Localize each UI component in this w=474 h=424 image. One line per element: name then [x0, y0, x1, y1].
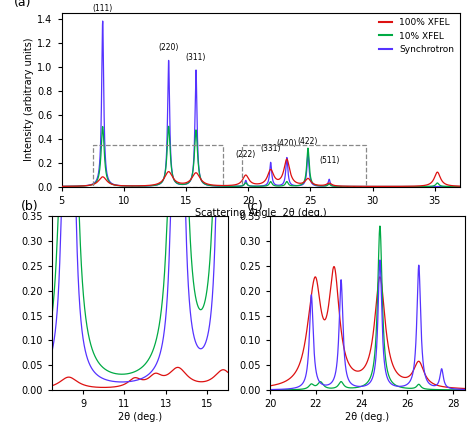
Text: (222): (222) [236, 150, 256, 159]
Y-axis label: Intensity (arbitrary units): Intensity (arbitrary units) [25, 38, 35, 162]
Text: (b): (b) [20, 200, 38, 213]
Text: (331): (331) [260, 144, 281, 153]
Bar [93, 145, 223, 187]
X-axis label: 2θ (deg.): 2θ (deg.) [345, 412, 390, 422]
Text: (511): (511) [319, 156, 339, 165]
Text: (a): (a) [14, 0, 31, 9]
X-axis label: Scattering Angle  2θ (deg.): Scattering Angle 2θ (deg.) [195, 208, 327, 218]
X-axis label: 2θ (deg.): 2θ (deg.) [118, 412, 162, 422]
Text: (111): (111) [92, 4, 113, 13]
Bar [242, 145, 366, 187]
Text: (c): (c) [247, 200, 264, 213]
Text: (422): (422) [298, 137, 318, 146]
Text: (311): (311) [186, 53, 206, 62]
Legend: 100% XFEL, 10% XFEL, Synchrotron: 100% XFEL, 10% XFEL, Synchrotron [375, 14, 458, 58]
Text: (420): (420) [277, 139, 297, 148]
Text: (220): (220) [158, 43, 179, 52]
